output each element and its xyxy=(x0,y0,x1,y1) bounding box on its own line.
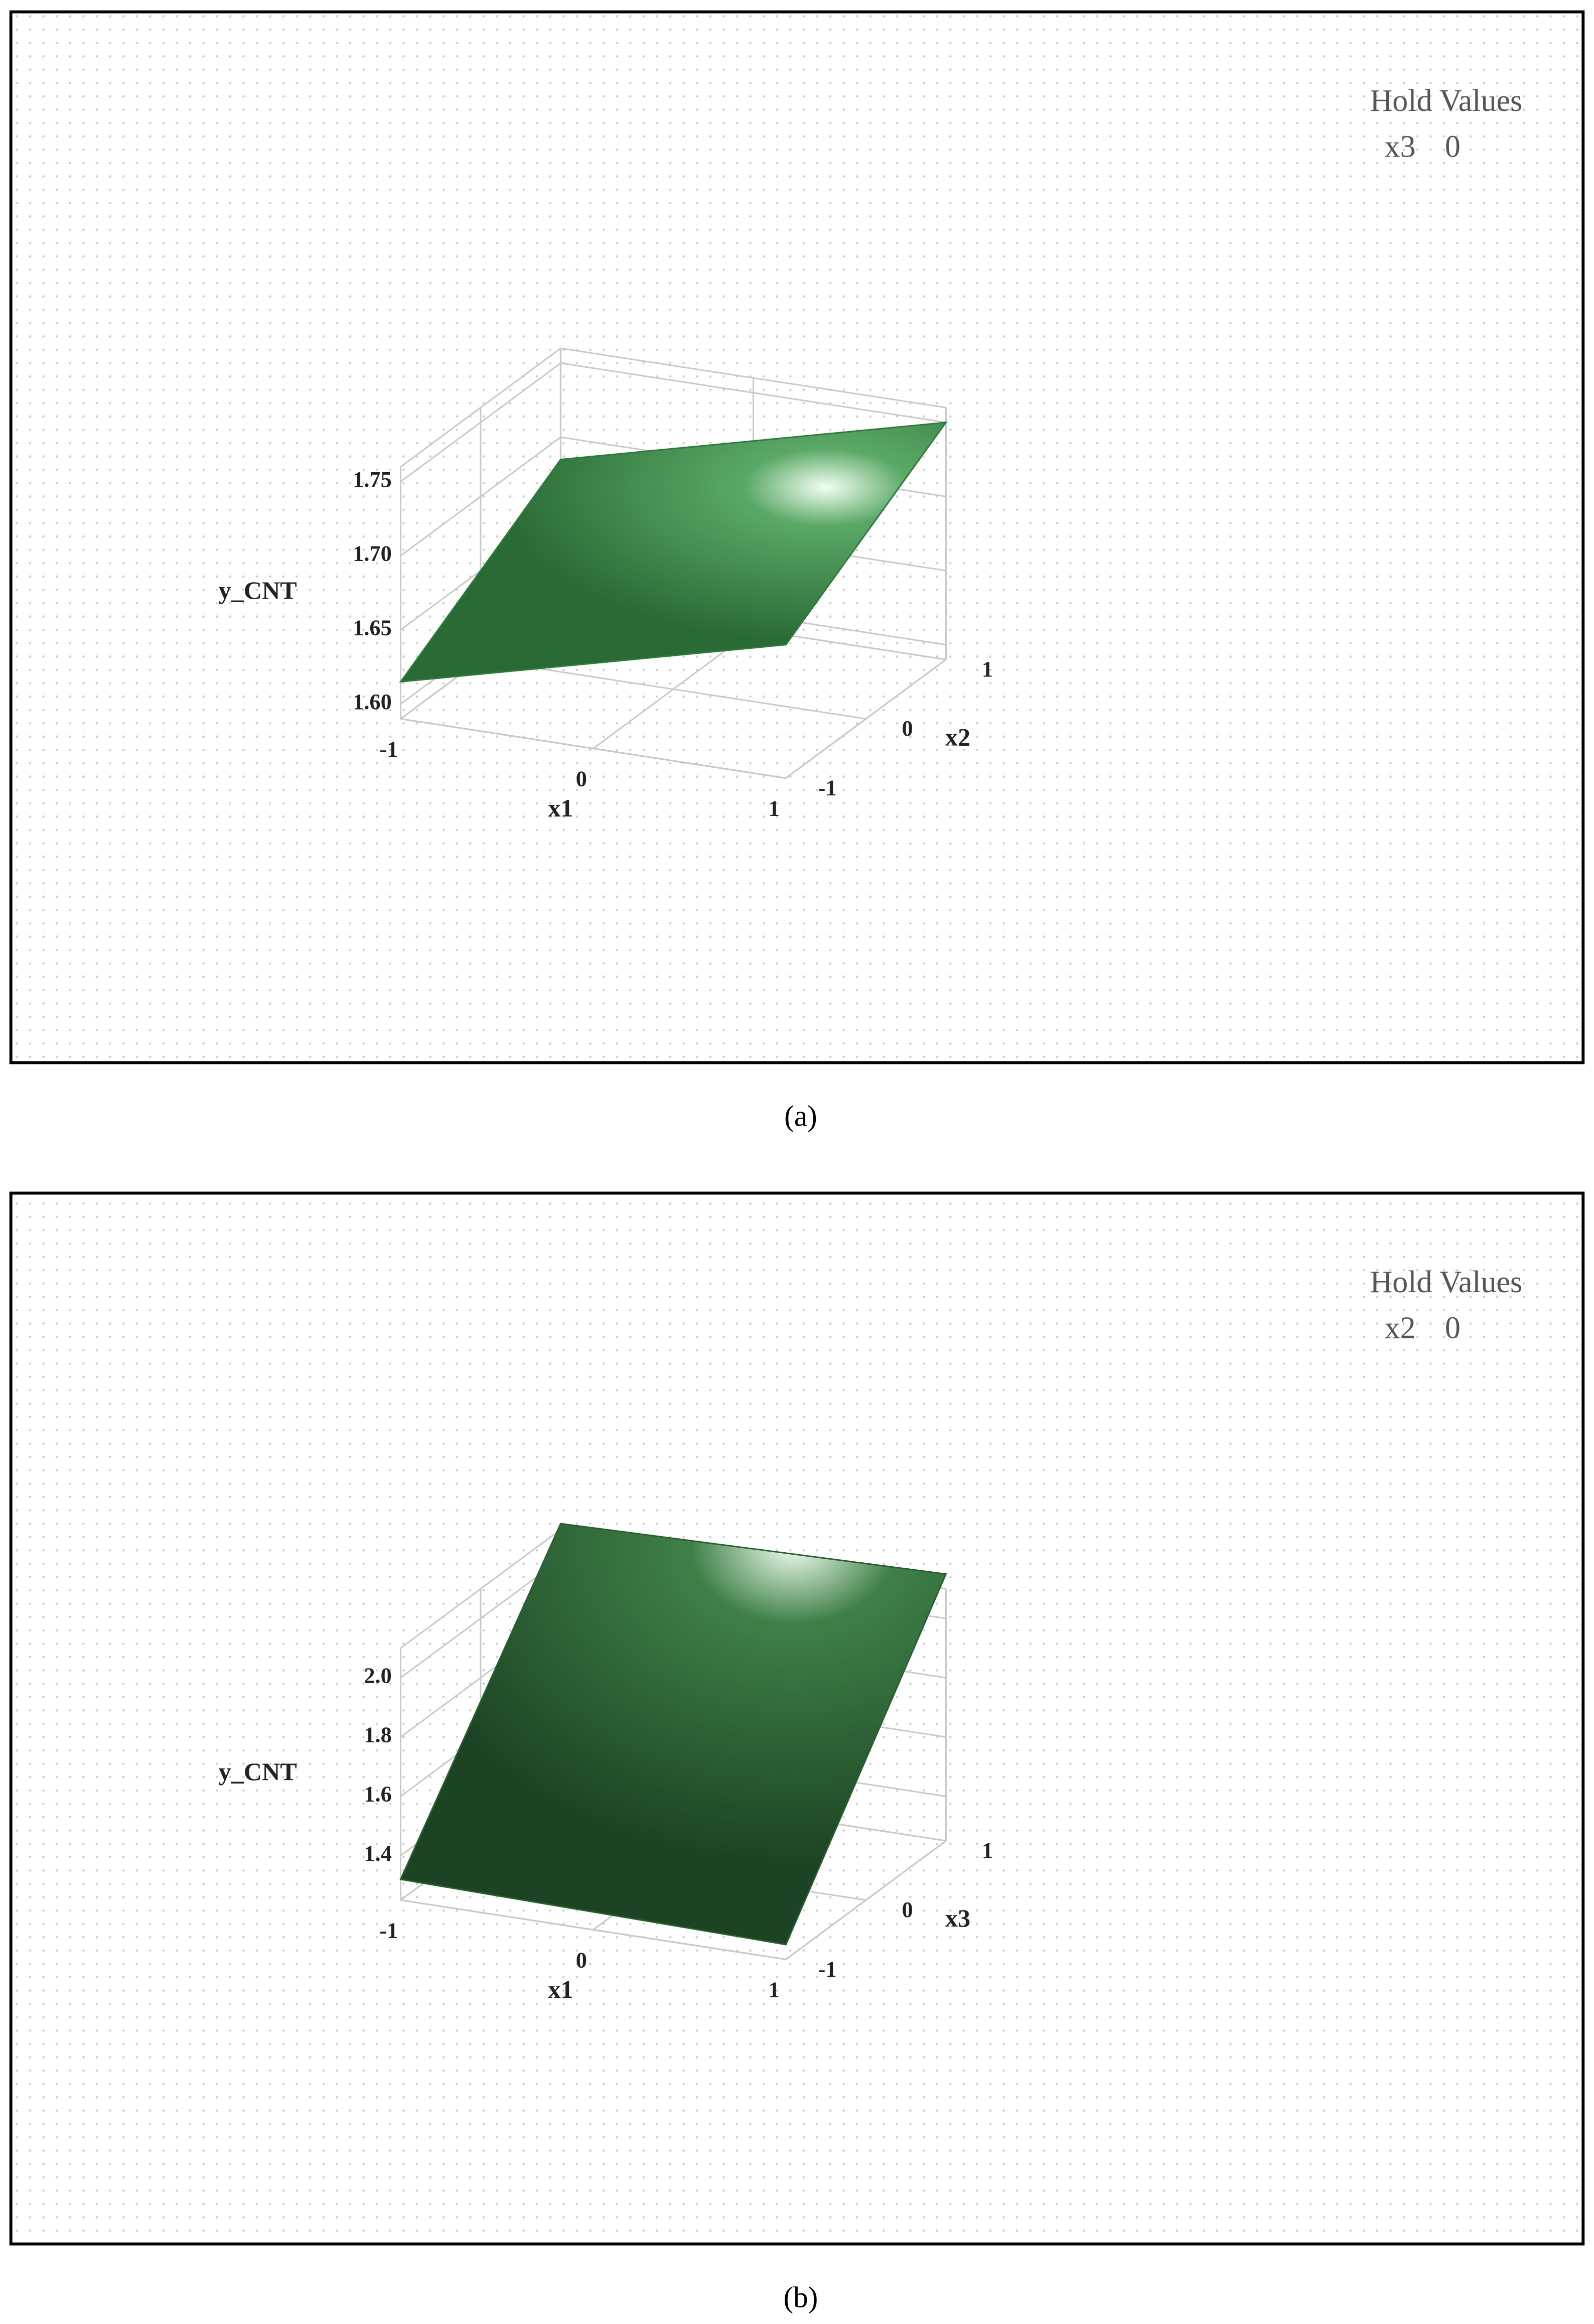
y-tick-label: 1 xyxy=(982,1838,993,1863)
surface xyxy=(399,1523,947,1946)
x-tick-label: -1 xyxy=(379,737,398,762)
z-tick-label: 1.6 xyxy=(364,1782,391,1807)
x-tick-label: 0 xyxy=(576,767,587,791)
x-axis-label: x1 xyxy=(548,1975,573,2003)
z-tick-label: 1.70 xyxy=(353,541,392,566)
z-tick-label: 1.4 xyxy=(364,1841,391,1866)
y-tick-label: 1 xyxy=(982,657,993,681)
z-axis-label: y_CNT xyxy=(219,576,297,604)
y-tick-label: -1 xyxy=(818,1957,837,1981)
hold-var: x2 xyxy=(1385,1311,1416,1345)
grid-line xyxy=(400,1899,786,1960)
chart: Hold Values x2 0 (b) 1.4 1.6 1.8 2.0 -1 0 1 -1 0 1 x1 x… xyxy=(9,1191,1585,2313)
z-tick-label: 1.60 xyxy=(353,690,392,714)
y-tick-label: 0 xyxy=(902,716,913,741)
x-tick-label: 0 xyxy=(576,1948,587,1973)
z-tick-label: 2.0 xyxy=(364,1663,391,1688)
x-tick-label: 1 xyxy=(769,796,780,821)
y-axis-label: x2 xyxy=(945,723,970,751)
chart: Hold Values x3 0 (a) 1.60 1.65 1.70 1.75 -1 0 1 -1 0… xyxy=(9,10,1585,1132)
hold-title: Hold Values xyxy=(1370,1265,1522,1299)
x-tick-label: -1 xyxy=(379,1918,398,1943)
hold-value: 0 xyxy=(1445,130,1461,164)
z-axis-label: y_CNT xyxy=(219,1757,297,1786)
grid-line xyxy=(400,718,786,779)
y-axis-label: x3 xyxy=(945,1904,970,1932)
hold-var: x3 xyxy=(1385,130,1416,164)
caption: (b) xyxy=(783,2280,818,2313)
z-tick-label: 1.65 xyxy=(353,615,392,640)
hold-value: 0 xyxy=(1445,1311,1461,1345)
y-tick-label: 0 xyxy=(902,1897,913,1922)
y-tick-label: -1 xyxy=(818,775,837,800)
z-tick-label: 1.8 xyxy=(364,1723,391,1747)
caption: (a) xyxy=(784,1099,817,1132)
x-tick-label: 1 xyxy=(769,1978,780,2002)
hold-title: Hold Values xyxy=(1370,84,1522,118)
surface xyxy=(399,421,948,683)
grid-line xyxy=(480,658,866,720)
x-axis-label: x1 xyxy=(548,794,573,822)
z-tick-label: 1.75 xyxy=(353,467,392,492)
